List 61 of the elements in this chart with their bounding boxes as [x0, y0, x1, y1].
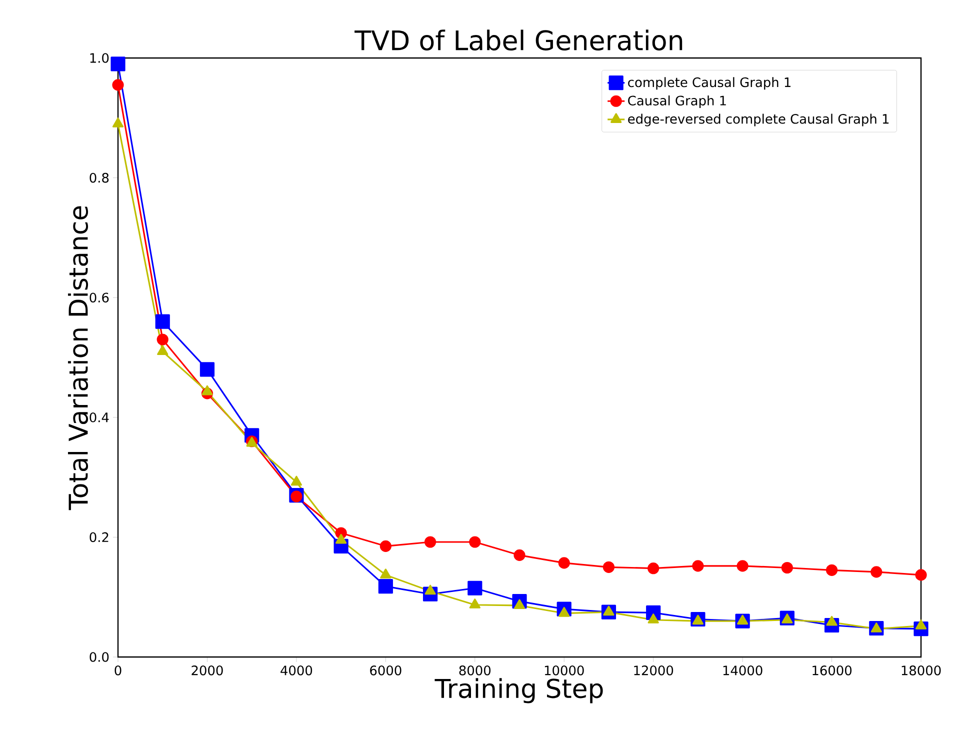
y-tick-label: 0.8 — [90, 172, 109, 183]
point — [468, 580, 482, 596]
y-tick-label: 1.0 — [90, 53, 109, 63]
point — [782, 614, 793, 624]
point — [514, 599, 526, 610]
point — [602, 561, 615, 573]
point — [915, 569, 927, 581]
chart-title: TVD of Label Generation — [354, 30, 682, 50]
point — [781, 562, 793, 574]
point — [335, 534, 347, 544]
y-tick-label: 0.4 — [90, 412, 109, 422]
point — [290, 490, 302, 502]
x-tick-label: 12000 — [634, 666, 674, 676]
point — [380, 568, 392, 578]
point — [648, 562, 660, 574]
legend-label: complete Causal Graph 1 — [628, 77, 790, 90]
x-tick-label: 18000 — [902, 666, 941, 676]
point — [469, 536, 481, 548]
point — [112, 79, 124, 91]
point — [110, 56, 126, 72]
point — [603, 606, 614, 616]
x-axis-title: Training Step — [434, 678, 603, 704]
x-tick-label: 14000 — [723, 666, 762, 676]
point — [378, 579, 393, 594]
y-tick-label: 0.2 — [90, 532, 108, 542]
point — [870, 622, 882, 632]
point — [202, 385, 213, 396]
x-tick-label: 10000 — [544, 666, 584, 676]
x-tick-label: 2000 — [192, 666, 223, 676]
y-axis-title: Total Variation Distance — [68, 206, 88, 510]
x-tick-label: 0 — [114, 666, 122, 676]
point — [424, 536, 436, 548]
point — [514, 549, 526, 561]
point — [558, 557, 570, 569]
x-tick-label: 4000 — [280, 666, 312, 676]
y-tick-label: 0.6 — [90, 292, 109, 302]
point — [112, 118, 124, 128]
point — [469, 598, 480, 608]
point — [424, 584, 436, 595]
point — [156, 334, 168, 346]
point — [737, 614, 748, 625]
point — [692, 560, 704, 572]
x-tick-label: 6000 — [370, 666, 402, 676]
point — [915, 620, 927, 630]
point — [826, 564, 838, 576]
y-tick-label: 0.0 — [90, 652, 109, 662]
point — [155, 314, 170, 329]
point — [648, 614, 659, 624]
x-tick-label: 16000 — [812, 666, 852, 676]
point — [200, 362, 215, 377]
legend-label: Causal Graph 1 — [628, 95, 726, 108]
point — [157, 345, 168, 356]
x-tick-label: 8000 — [459, 666, 490, 676]
point — [826, 616, 838, 626]
point — [380, 540, 392, 552]
point — [870, 566, 882, 578]
point — [558, 606, 570, 617]
point — [736, 560, 748, 572]
point — [692, 614, 704, 625]
point — [290, 476, 302, 486]
legend-label: edge-reversed complete Causal Graph 1 — [628, 114, 889, 126]
